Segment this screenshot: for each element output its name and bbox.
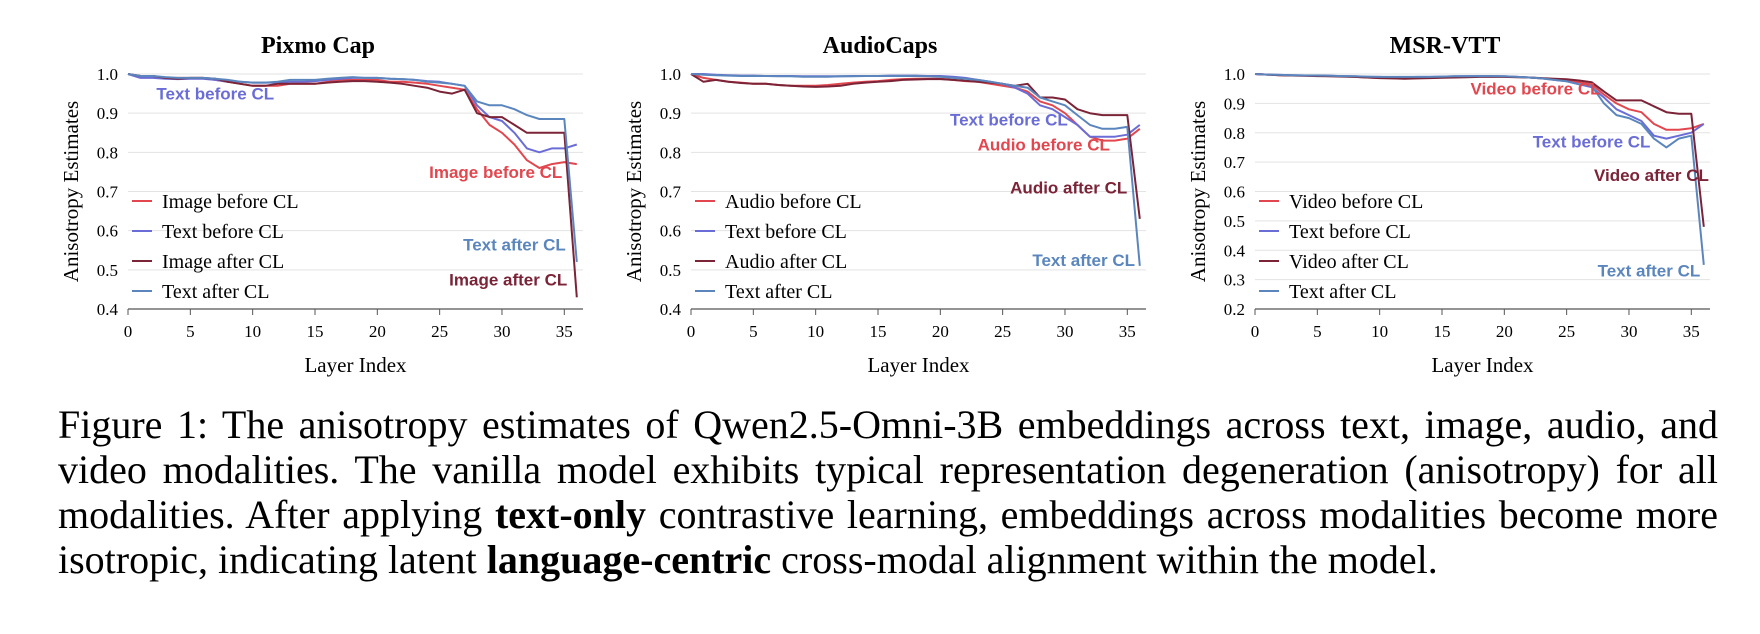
y-tick-label: 0.3 bbox=[1224, 271, 1245, 290]
x-tick-label: 5 bbox=[186, 322, 195, 341]
caption-bold-1: text-only bbox=[494, 492, 647, 537]
y-tick-label: 0.7 bbox=[660, 183, 682, 202]
legend-label: Audio before CL bbox=[725, 191, 862, 213]
y-tick-label: 0.9 bbox=[660, 104, 681, 123]
charts-panel: Pixmo Cap 0.4 0.5 0.6 0.7 0.8 0.9 1.0 0 5 10 15 20 25… bbox=[59, 33, 1710, 377]
caption-bold-2: language-centric bbox=[486, 537, 772, 582]
series-line-4 bbox=[690, 73, 1141, 266]
legend-label: Image after CL bbox=[162, 251, 284, 273]
annotation-label: Image after CL bbox=[449, 271, 567, 290]
x-tick-label: 5 bbox=[1313, 322, 1322, 341]
x-tick-label: 15 bbox=[306, 322, 323, 341]
y-tick-label: 0.8 bbox=[97, 143, 118, 162]
chart-1: Pixmo Cap 0.4 0.5 0.6 0.7 0.8 0.9 1.0 0 5 10 15 20 25… bbox=[59, 33, 583, 377]
caption-text-1: Figure 1: The anisotropy estimates of Qw… bbox=[58, 402, 1718, 537]
annotation-label: Audio after CL bbox=[1010, 178, 1127, 197]
x-tick-label: 20 bbox=[932, 322, 949, 341]
y-tick-label: 1.0 bbox=[1224, 65, 1245, 84]
x-tick-label: 35 bbox=[1119, 322, 1136, 341]
x-tick-label: 5 bbox=[749, 322, 758, 341]
x-tick-label: 20 bbox=[1496, 322, 1513, 341]
x-tick-label: 20 bbox=[369, 322, 386, 341]
y-tick-label: 0.4 bbox=[660, 300, 682, 319]
x-tick-label: 10 bbox=[807, 322, 824, 341]
x-tick-label: 25 bbox=[431, 322, 448, 341]
y-tick-label: 0.7 bbox=[1224, 153, 1246, 172]
legend-label: Text before CL bbox=[1289, 221, 1411, 243]
y-tick-label: 0.4 bbox=[97, 300, 119, 319]
chart-3: MSR-VTT 0.2 0.3 0.4 0.5 0.6 0.7 0.8 0.9 1.0 0 5 10 15… bbox=[1186, 33, 1710, 377]
annotation-label: Text before CL bbox=[1533, 132, 1651, 151]
legend-label: Text after CL bbox=[1289, 281, 1396, 303]
y-tick-label: 0.5 bbox=[97, 261, 118, 280]
legend-label: Text after CL bbox=[162, 281, 269, 303]
y-axis-label: Anisotropy Estimates bbox=[1186, 101, 1210, 282]
y-tick-label: 0.9 bbox=[1224, 94, 1245, 113]
x-tick-label: 10 bbox=[244, 322, 261, 341]
chart-title: Pixmo Cap bbox=[261, 33, 375, 59]
x-tick-label: 10 bbox=[1371, 322, 1388, 341]
caption-text-3: cross-modal alignment within the model. bbox=[771, 537, 1438, 582]
chart-title: MSR-VTT bbox=[1390, 33, 1501, 59]
x-tick-label: 35 bbox=[556, 322, 573, 341]
x-tick-label: 15 bbox=[1433, 322, 1450, 341]
annotation-label: Video after CL bbox=[1594, 166, 1709, 185]
figure-caption: Figure 1: The anisotropy estimates of Qw… bbox=[58, 402, 1718, 582]
y-tick-label: 1.0 bbox=[660, 65, 681, 84]
x-axis-label: Layer Index bbox=[867, 353, 970, 377]
annotation-label: Text after CL bbox=[1032, 251, 1135, 270]
x-tick-label: 35 bbox=[1683, 322, 1700, 341]
x-tick-label: 0 bbox=[687, 322, 696, 341]
x-tick-label: 30 bbox=[1620, 322, 1637, 341]
legend-label: Audio after CL bbox=[725, 251, 847, 273]
y-tick-label: 0.6 bbox=[660, 222, 681, 241]
annotation-label: Text before CL bbox=[950, 111, 1068, 130]
x-tick-label: 0 bbox=[124, 322, 133, 341]
y-tick-label: 0.8 bbox=[660, 143, 681, 162]
y-tick-label: 1.0 bbox=[97, 65, 118, 84]
y-tick-label: 0.5 bbox=[660, 261, 681, 280]
series-line-3 bbox=[690, 73, 1141, 220]
y-tick-label: 0.5 bbox=[1224, 212, 1245, 231]
legend-label: Video after CL bbox=[1289, 251, 1409, 273]
y-tick-label: 0.6 bbox=[1224, 183, 1245, 202]
legend-label: Text before CL bbox=[725, 221, 847, 243]
annotation-label: Text after CL bbox=[463, 235, 566, 254]
legend-label: Video before CL bbox=[1289, 191, 1423, 213]
annotation-label: Text before CL bbox=[156, 84, 274, 103]
annotation-label: Image before CL bbox=[429, 163, 562, 182]
legend-label: Text after CL bbox=[725, 281, 832, 303]
x-tick-label: 0 bbox=[1251, 322, 1260, 341]
x-tick-label: 25 bbox=[994, 322, 1011, 341]
x-tick-label: 15 bbox=[869, 322, 886, 341]
annotation-label: Video before CL bbox=[1470, 80, 1600, 99]
x-tick-label: 25 bbox=[1558, 322, 1575, 341]
caption-text-2: contrastive learning, embeddings across … bbox=[58, 492, 1718, 582]
series-line-4 bbox=[1254, 73, 1705, 265]
x-tick-label: 30 bbox=[1056, 322, 1073, 341]
annotation-label: Audio before CL bbox=[978, 135, 1110, 154]
series-line-4 bbox=[127, 73, 578, 263]
y-tick-label: 0.7 bbox=[97, 183, 119, 202]
y-tick-label: 0.2 bbox=[1224, 300, 1245, 319]
y-tick-label: 0.8 bbox=[1224, 124, 1245, 143]
y-axis-label: Anisotropy Estimates bbox=[59, 101, 83, 282]
y-tick-label: 0.9 bbox=[97, 104, 118, 123]
y-tick-label: 0.4 bbox=[1224, 241, 1246, 260]
chart-2: AudioCaps 0.4 0.5 0.6 0.7 0.8 0.9 1.0 0 5 10 15 20 25… bbox=[622, 33, 1146, 377]
legend-label: Image before CL bbox=[162, 191, 299, 213]
y-axis-label: Anisotropy Estimates bbox=[622, 101, 646, 282]
x-tick-label: 30 bbox=[493, 322, 510, 341]
annotation-label: Text after CL bbox=[1598, 262, 1701, 281]
y-tick-label: 0.6 bbox=[97, 222, 118, 241]
x-axis-label: Layer Index bbox=[1431, 353, 1534, 377]
legend-label: Text before CL bbox=[162, 221, 284, 243]
x-axis-label: Layer Index bbox=[304, 353, 407, 377]
chart-title: AudioCaps bbox=[823, 33, 938, 59]
